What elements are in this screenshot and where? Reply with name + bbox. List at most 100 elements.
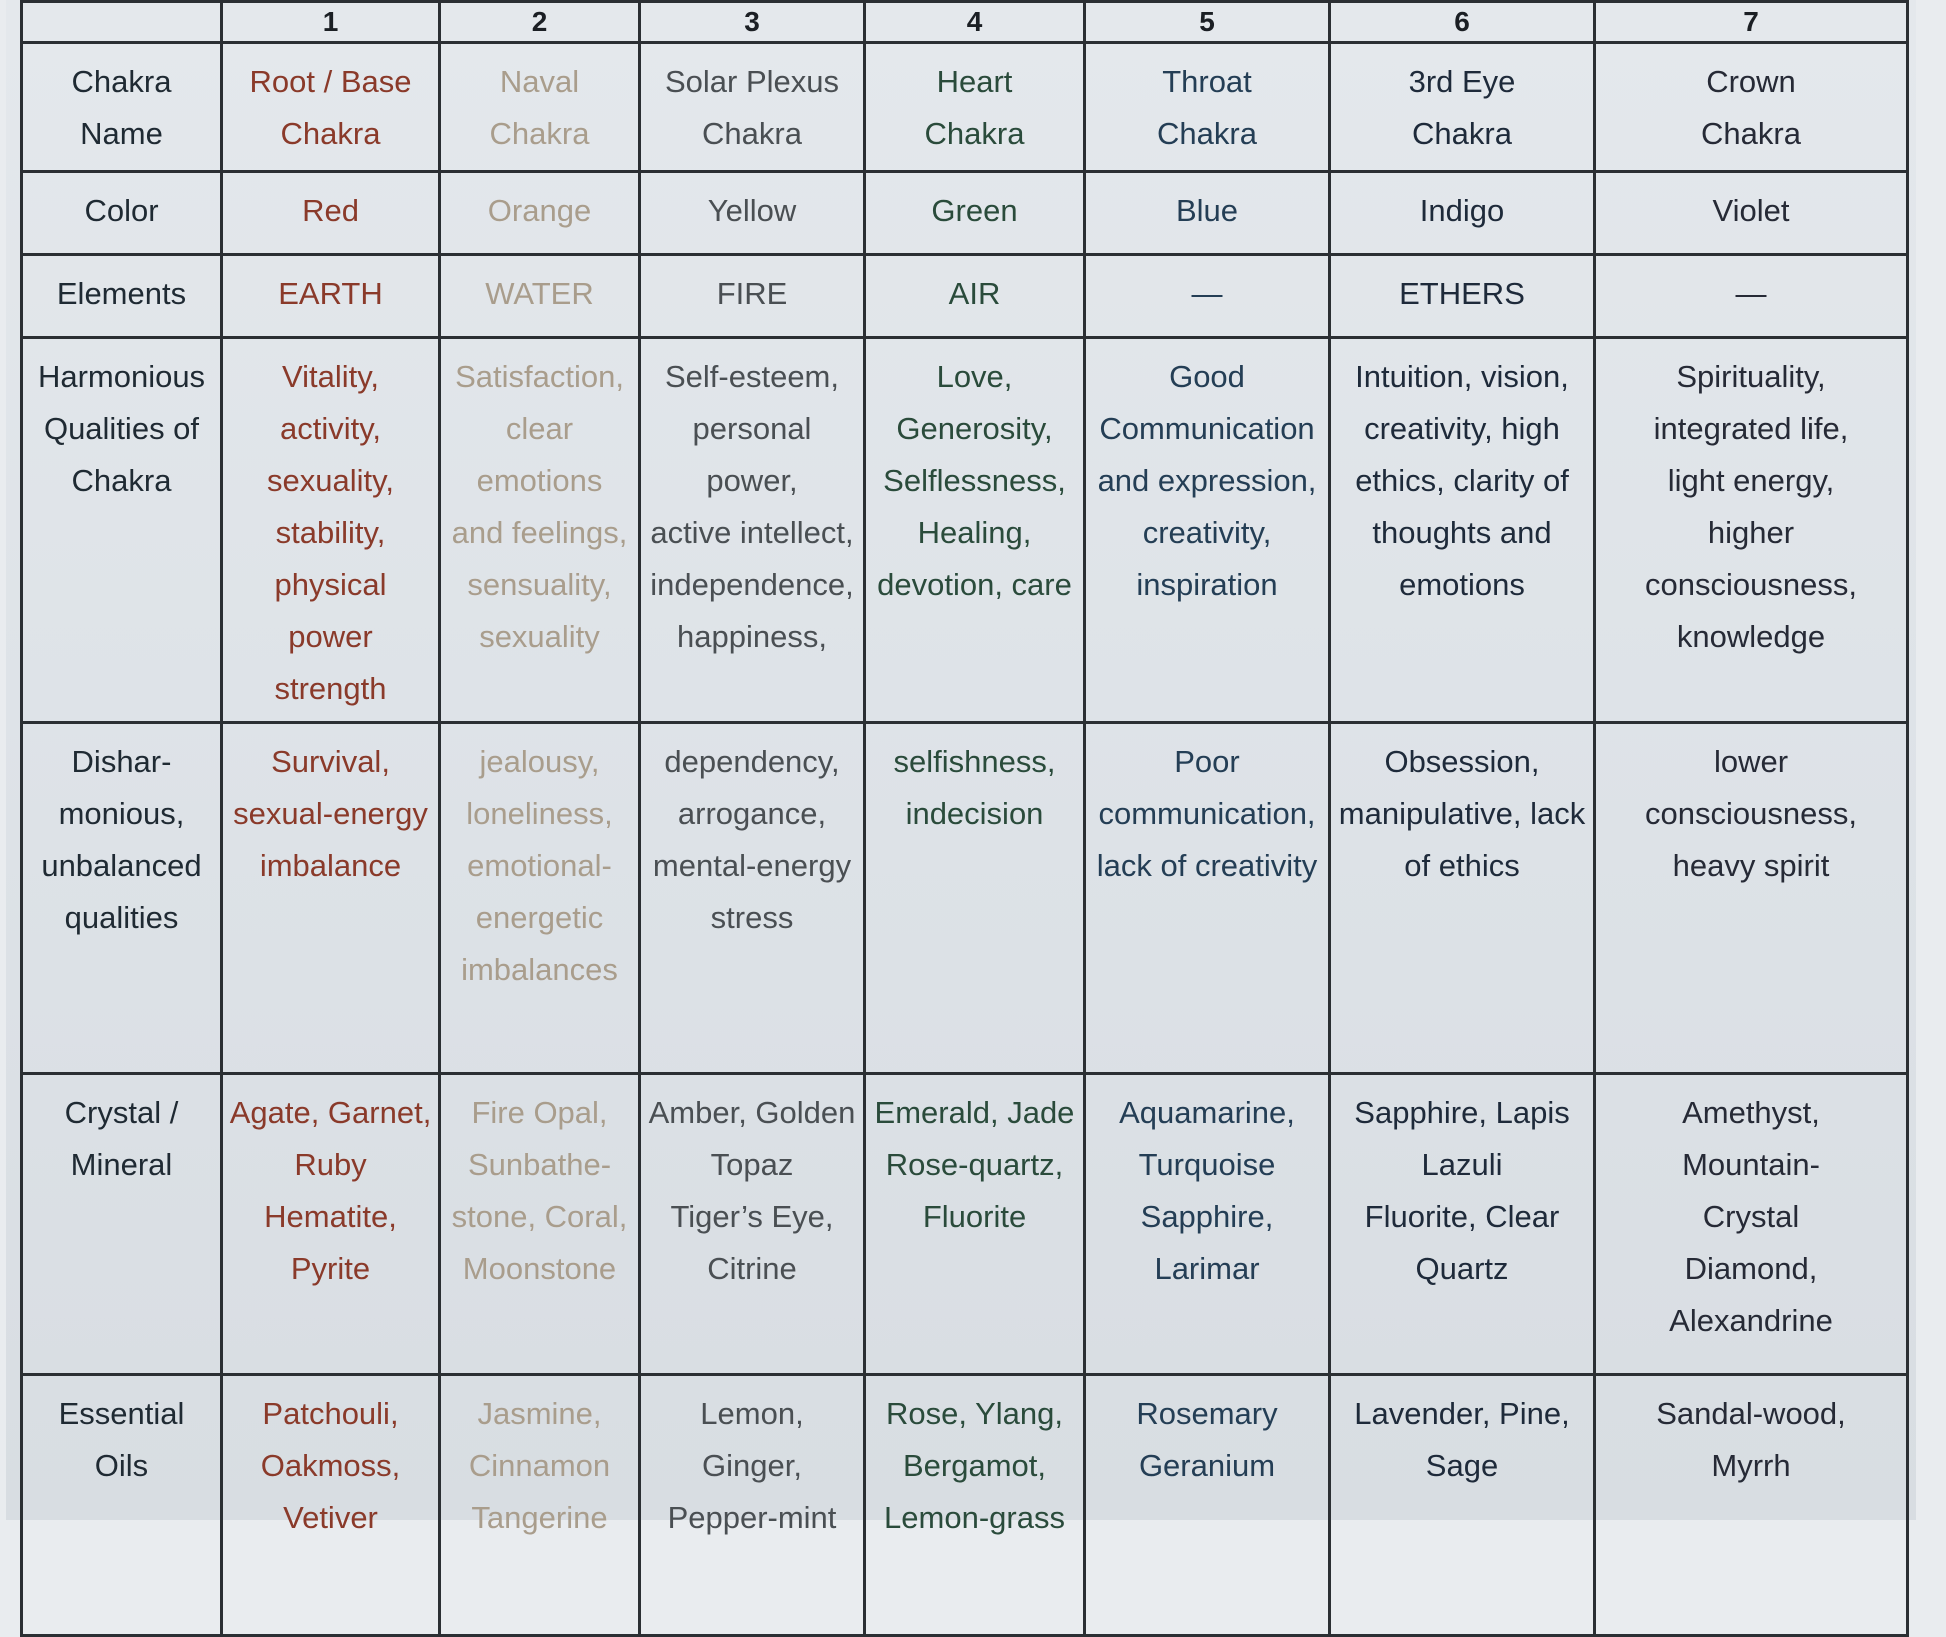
corner-cell: [20, 0, 223, 44]
cell-line: light energy,: [1667, 463, 1835, 498]
row-header-disharmonious: Dishar-monious, unbalanced qualities: [20, 721, 223, 1075]
column-number: 2: [438, 0, 641, 44]
cell-line: Turquoise: [1138, 1147, 1276, 1182]
cell-line: ETHERS: [1399, 276, 1525, 311]
cell-line: Diamond,: [1684, 1251, 1818, 1286]
cell-line: Amber, Golden: [648, 1095, 856, 1130]
elements-cell-chakra-2: WATER: [438, 253, 641, 339]
cell-line: arrogance,: [677, 796, 827, 831]
cell-line: Red: [302, 193, 359, 228]
cell-line: integrated life,: [1653, 411, 1849, 446]
cell-line: lack of creativity: [1096, 848, 1318, 883]
disharmonious-cell-chakra-1: Survival, sexual-energy imbalance: [220, 721, 441, 1075]
cell-line: communication,: [1098, 796, 1316, 831]
elements-cell-chakra-7: —: [1593, 253, 1909, 339]
row-header-crystal: Crystal / Mineral: [20, 1072, 223, 1376]
cell-line: creativity, high: [1364, 411, 1560, 446]
cell-line: inspiration: [1136, 567, 1278, 602]
name-cell-chakra-7: Crown Chakra: [1593, 41, 1909, 173]
cell-line: AIR: [948, 276, 1001, 311]
row-header-harmonious: Harmonious Qualities of Chakra: [20, 336, 223, 724]
row-header-line: qualities: [64, 900, 179, 935]
elements-cell-chakra-5: —: [1083, 253, 1331, 339]
cell-line: Self-esteem,: [664, 359, 839, 394]
row-header-line: Name: [80, 116, 163, 151]
oils-cell-chakra-5: Rosemary Geranium: [1083, 1373, 1331, 1637]
cell-line: —: [1191, 276, 1223, 311]
row-header-line: Qualities of: [43, 411, 200, 446]
color-cell-chakra-4: Green: [863, 170, 1086, 256]
row-header-line: Harmonious: [37, 359, 206, 394]
crystal-cell-chakra-4: Emerald, Jade Rose-quartz, Fluorite: [863, 1072, 1086, 1376]
cell-line: Poor: [1174, 744, 1240, 779]
column-number: 6: [1328, 0, 1596, 44]
elements-cell-chakra-3: FIRE: [638, 253, 866, 339]
crystal-cell-chakra-3: Amber, Golden Topaz Tiger’s Eye, Citrine: [638, 1072, 866, 1376]
cell-line: Fluorite: [922, 1199, 1027, 1234]
cell-line: loneliness,: [466, 796, 613, 831]
disharmonious-cell-chakra-4: selfishness, indecision: [863, 721, 1086, 1075]
cell-line: indecision: [905, 796, 1044, 831]
cell-line: Violet: [1712, 193, 1790, 228]
cell-line: —: [1735, 276, 1767, 311]
row-header-line: Color: [84, 193, 159, 228]
cell-line: Vetiver: [283, 1500, 378, 1535]
cell-line: Sage: [1425, 1448, 1499, 1483]
cell-line: sexuality: [479, 619, 600, 654]
table-body: 1 2 3 4 5 6 7 Chakra Name Root / Base Chakr…: [20, 0, 1909, 1637]
disharmonious-cell-chakra-7: lower consciousness, heavy spirit: [1593, 721, 1909, 1075]
cell-line: Quartz: [1415, 1251, 1509, 1286]
row-header-line: Chakra: [71, 463, 172, 498]
oils-cell-chakra-1: Patchouli, Oakmoss, Vetiver: [220, 1373, 441, 1637]
cell-line: Generosity,: [896, 411, 1053, 446]
cell-line: Naval: [499, 64, 580, 99]
cell-line: Cinnamon: [468, 1448, 611, 1483]
cell-line: Heart: [936, 64, 1013, 99]
harmonious-cell-chakra-3: Self-esteem, personal power, active intell…: [638, 336, 866, 724]
cell-line: emotional-: [467, 848, 612, 883]
cell-line: Lavender, Pine,: [1354, 1396, 1570, 1431]
cell-line: Alexandrine: [1669, 1303, 1833, 1338]
cell-line: Rose-quartz,: [885, 1147, 1064, 1182]
cell-line: Bergamot,: [902, 1448, 1046, 1483]
cell-line: Moonstone: [462, 1251, 617, 1286]
cell-line: WATER: [485, 276, 594, 311]
row-header-color: Color: [20, 170, 223, 256]
row-header-line: Mineral: [70, 1147, 173, 1182]
cell-line: sexual-energy: [233, 796, 428, 831]
cell-line: Vitality, activity,: [279, 359, 382, 446]
cell-line: Aquamarine,: [1119, 1095, 1295, 1130]
cell-line: Rose, Ylang,: [886, 1396, 1063, 1431]
cell-line: Lemon,: [700, 1396, 804, 1431]
cell-line: Pepper-mint: [667, 1500, 837, 1535]
oils-cell-chakra-3: Lemon, Ginger, Pepper-mint: [638, 1373, 866, 1637]
color-cell-chakra-7: Violet: [1593, 170, 1909, 256]
cell-line: Throat: [1162, 64, 1252, 99]
document-sheet: 1 2 3 4 5 6 7 Chakra Name Root / Base Chakr…: [6, 0, 1916, 1637]
cell-line: Good: [1169, 359, 1245, 394]
elements-row: Elements EARTH WATER FIRE AIR — ETHERS —: [20, 253, 1909, 339]
cell-line: Fluorite, Clear: [1364, 1199, 1560, 1234]
cell-line: Orange: [487, 193, 592, 228]
cell-line: creativity,: [1142, 515, 1272, 550]
color-cell-chakra-2: Orange: [438, 170, 641, 256]
cell-line: imbalances: [461, 952, 618, 987]
crystal-cell-chakra-6: Sapphire, Lapis Lazuli Fluorite, Clear Quar…: [1328, 1072, 1596, 1376]
cell-line: consciousness,: [1645, 567, 1857, 602]
column-number: 3: [638, 0, 866, 44]
cell-line: Sapphire, Lapis: [1354, 1095, 1570, 1130]
cell-line: Chakra: [1157, 116, 1257, 151]
color-cell-chakra-6: Indigo: [1328, 170, 1596, 256]
cell-line: Blue: [1175, 193, 1239, 228]
elements-cell-chakra-6: ETHERS: [1328, 253, 1596, 339]
cell-line: of ethics: [1404, 848, 1520, 883]
row-header-line: unbalanced: [41, 848, 202, 883]
cell-line: 3rd Eye: [1408, 64, 1516, 99]
chakra-table: 1 2 3 4 5 6 7 Chakra Name Root / Base Chakr…: [20, 0, 1909, 1637]
cell-line: clear emotions: [476, 411, 603, 498]
cell-line: strength: [274, 671, 387, 706]
oils-cell-chakra-7: Sandal-wood, Myrrh: [1593, 1373, 1909, 1637]
cell-line: Tangerine: [471, 1500, 608, 1535]
cell-line: Spirituality,: [1676, 359, 1826, 394]
cell-line: Chakra: [489, 116, 590, 151]
